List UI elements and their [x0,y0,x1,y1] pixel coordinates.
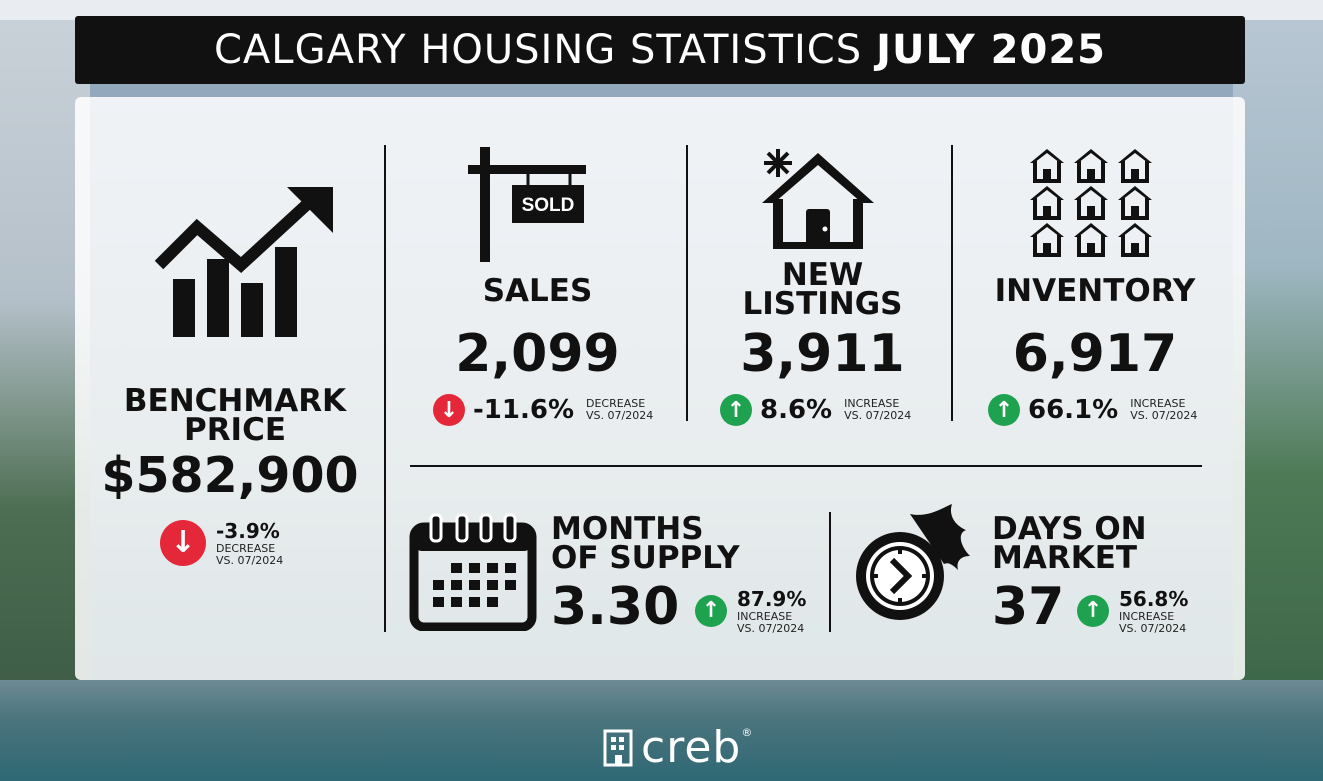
trending-up-chart-icon [155,187,335,337]
title-main: CALGARY HOUSING STATISTICS [214,27,863,73]
divider [410,465,1202,467]
new-listings-label-line1: NEW [781,257,864,293]
benchmark-label-line2: PRICE [183,412,287,449]
new-house-icon [758,147,878,249]
sales-change-value: -11.6% [473,395,574,425]
days-on-market-change-value: 56.8% [1119,587,1189,611]
new-listings-value: 3,911 [740,324,905,384]
new-listings-note-line1: INCREASE [844,397,900,411]
days-on-market-change: ↑ 56.8% INCREASE VS. 07/2024 [1077,587,1188,634]
months-supply-value: 3.30 [551,577,680,637]
divider [829,512,831,632]
divider [384,145,386,632]
benchmark-change: ↓ -3.9% DECREASE VS. 07/2024 [160,519,283,566]
days-on-market-note-line1: INCREASE [1119,610,1175,623]
inventory-label: INVENTORY [994,273,1196,309]
increase-arrow-icon: ↑ [1077,594,1109,627]
increase-arrow-icon: ↑ [695,594,727,627]
increase-arrow-icon: ↑ [988,394,1020,426]
days-on-market-label: DAYS ON MARKET [992,511,1147,577]
benchmark-label-line1: BENCHMARK [123,383,347,419]
days-on-market-label-line2: MARKET [992,540,1138,577]
sales-change: ↓ -11.6% DECREASE VS. 07/2024 [433,394,653,426]
benchmark-value: $582,900 [101,447,359,504]
sales-label: SALES [482,273,593,309]
days-on-market-label-line1: DAYS ON [992,511,1147,547]
divider [686,145,688,421]
inventory-note-line2: VS. 07/2024 [1130,409,1198,422]
new-listings-label: NEW LISTINGS [700,257,945,323]
benchmark-change-value: -3.9% [216,519,280,543]
months-supply-note-line1: INCREASE [737,610,793,623]
creb-logo: creb ® [603,722,752,773]
decrease-arrow-icon: ↓ [433,394,465,426]
title-bar: CALGARY HOUSING STATISTICS JULY 2025 [75,16,1245,84]
background-bottom [0,680,1323,781]
months-supply-label-line2: OF SUPPLY [551,540,740,577]
months-supply-change-value: 87.9% [737,587,807,611]
calendar-icon [409,513,537,631]
divider [951,145,953,421]
decrease-arrow-icon: ↓ [160,519,206,566]
background-top [0,0,1323,20]
benchmark-note-line2: VS. 07/2024 [216,553,284,567]
increase-arrow-icon: ↑ [720,394,752,426]
days-on-market-note-line2: VS. 07/2024 [1119,621,1187,635]
creb-logo-text: creb [641,722,742,773]
inventory-value: 6,917 [1012,324,1178,384]
months-supply-label: MONTHS OF SUPPLY [551,511,740,577]
background-right [1233,20,1323,720]
inventory-change: ↑ 66.1% INCREASE VS. 07/2024 [988,394,1197,426]
new-listings-change: ↑ 8.6% INCREASE VS. 07/2024 [720,394,911,426]
fast-clock-icon [848,504,973,629]
new-listings-label-line2: LISTINGS [742,286,903,323]
houses-grid-icon [1030,149,1152,257]
inventory-change-value: 66.1% [1028,395,1119,425]
sales-value: 2,099 [455,324,620,384]
months-supply-change: ↑ 87.9% INCREASE VS. 07/2024 [695,587,806,634]
sales-note-line2: VS. 07/2024 [586,409,654,422]
creb-registered-mark: ® [741,726,753,739]
benchmark-note-line1: DECREASE [216,542,276,555]
title-date: JULY 2025 [876,27,1106,73]
creb-logo-icon [603,729,633,767]
months-supply-note-line2: VS. 07/2024 [737,621,805,635]
new-listings-change-value: 8.6% [760,395,833,425]
months-supply-label-line1: MONTHS [551,511,704,547]
sold-sign-icon: SOLD [468,147,588,262]
benchmark-label: BENCHMARK PRICE [95,383,375,449]
sales-note-line1: DECREASE [586,397,646,411]
sold-sign-text: SOLD [522,195,575,216]
days-on-market-value: 37 [992,577,1065,637]
new-listings-note-line2: VS. 07/2024 [844,409,912,422]
inventory-note-line1: INCREASE [1130,397,1186,411]
stats-panel: BENCHMARK PRICE $582,900 ↓ -3.9% DECREAS… [75,97,1245,680]
